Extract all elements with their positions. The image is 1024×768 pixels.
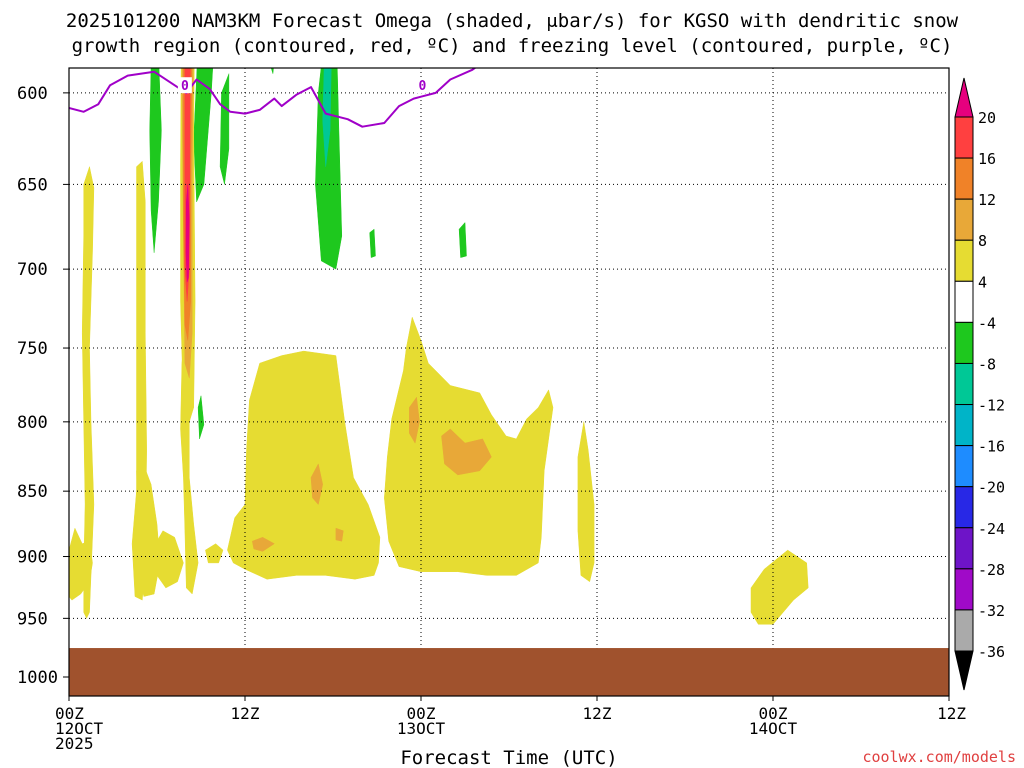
contour-label-0-1: 0 [419, 79, 427, 94]
colorbar-swatch-12 [954, 568, 974, 611]
x-tick-label-0-2: 2025 [55, 734, 94, 753]
colorbar-swatch-6 [954, 321, 974, 364]
colorbar-swatch-10 [954, 486, 974, 529]
colorbar-swatch-13 [954, 609, 974, 652]
x-tick-label-3-0: 12Z [583, 704, 612, 723]
colorbar-swatch-7 [954, 362, 974, 406]
colorbar-label-7: -12 [978, 397, 1005, 415]
credit-text: coolwx.com/models [862, 748, 1016, 766]
x-tick-label-0-1: 12OCT [55, 719, 104, 738]
colorbar-label-9: -20 [978, 479, 1005, 497]
colorbar-label-4: 4 [978, 273, 987, 291]
x-tick-label-1-0: 12Z [231, 704, 260, 723]
colorbar-swatch-5 [954, 280, 974, 323]
omega-region-24 [197, 395, 205, 439]
x-tick-label-0-0: 00Z [55, 704, 84, 723]
colorbar-label-8: -16 [978, 438, 1005, 456]
y-tick-label-700: 700 [17, 260, 48, 280]
omega-region-20 [149, 68, 162, 253]
omega-region-27 [315, 68, 343, 270]
colorbar-swatch-14 [954, 650, 974, 691]
title-line-2: growth region (contoured, red, ºC) and f… [72, 35, 953, 57]
y-tick-label-600: 600 [17, 84, 48, 104]
omega-region-23 [219, 73, 230, 185]
colorbar-label-1: 16 [978, 150, 996, 168]
y-tick-label-1000: 1000 [17, 668, 58, 688]
omega-region-46 [185, 184, 190, 283]
omega-region-3 [69, 527, 93, 601]
y-tick-label-550: 550 [17, 0, 48, 4]
omega-region-5 [155, 530, 184, 589]
omega-shading [69, 68, 809, 625]
omega-region-30 [369, 228, 376, 258]
colorbar-swatch-0 [954, 77, 974, 118]
omega-region-14 [441, 428, 492, 476]
x-tick-label-2-1: 13OCT [397, 719, 446, 738]
colorbar-label-10: -24 [978, 520, 1005, 538]
contour-label-0-0: 0 [181, 79, 189, 94]
colorbar: 20 16 12 8 4 -4 -8 -12 -16 -20 -24 -28 -32 -36 [954, 77, 1005, 691]
y-tick-label-650: 650 [17, 175, 48, 195]
x-axis-label: Forecast Time (UTC) [400, 747, 617, 768]
omega-region-25 [270, 68, 274, 74]
x-tick-label-5-0: 12Z [937, 704, 966, 723]
x-tick-label-4-1: 14OCT [749, 719, 798, 738]
x-tick-label-4-0: 00Z [759, 704, 788, 723]
omega-region-7 [227, 350, 381, 580]
temperature-contours: -18-18-18-12-12-12000 [69, 68, 477, 128]
terrain-fill [69, 648, 949, 696]
terrain-band [69, 648, 949, 696]
plot-frame [68, 67, 950, 697]
colorbar-label-12: -32 [978, 602, 1005, 620]
colorbar-label-11: -28 [978, 561, 1005, 579]
omega-region-22 [193, 68, 214, 202]
contour-label-bg-0-0 [177, 77, 192, 94]
omega-region-31 [458, 221, 467, 258]
y-tick-label-950: 950 [17, 609, 48, 629]
omega-region-18 [335, 527, 344, 542]
y-tick-label-800: 800 [17, 413, 48, 433]
y-tick-label-900: 900 [17, 548, 48, 568]
colorbar-label-3: 8 [978, 232, 987, 250]
colorbar-label-6: -8 [978, 355, 996, 373]
colorbar-swatch-3 [954, 198, 974, 241]
y-tick-label-850: 850 [17, 482, 48, 502]
colorbar-label-13: -36 [978, 643, 1005, 661]
y-tick-label-750: 750 [17, 339, 48, 359]
contour-label-bg-0-1 [415, 77, 430, 94]
colorbar-swatch-1 [954, 116, 974, 159]
omega-region-17 [252, 537, 275, 552]
axes: 2503003504004505005506006507007508008509… [17, 0, 966, 753]
colorbar-swatch-8 [954, 404, 974, 447]
colorbar-swatch-9 [954, 445, 974, 488]
omega-region-1 [81, 165, 95, 619]
colorbar-label-2: 12 [978, 191, 996, 209]
omega-region-8 [205, 543, 224, 564]
x-tick-label-2-0: 00Z [407, 704, 436, 723]
colorbar-swatch-2 [954, 157, 974, 200]
colorbar-swatch-11 [954, 527, 974, 570]
colorbar-swatch-4 [954, 239, 974, 282]
colorbar-label-0: 20 [978, 109, 996, 127]
omega-region-4 [136, 460, 161, 597]
colorbar-label-5: -4 [978, 314, 996, 332]
omega-region-15 [409, 396, 420, 444]
omega-region-16 [310, 463, 323, 506]
title-line-1: 2025101200 NAM3KM Forecast Omega (shaded… [66, 10, 959, 32]
contour-line-0 [69, 68, 477, 128]
omega-region-11 [577, 421, 595, 583]
omega-region-12 [750, 549, 809, 625]
